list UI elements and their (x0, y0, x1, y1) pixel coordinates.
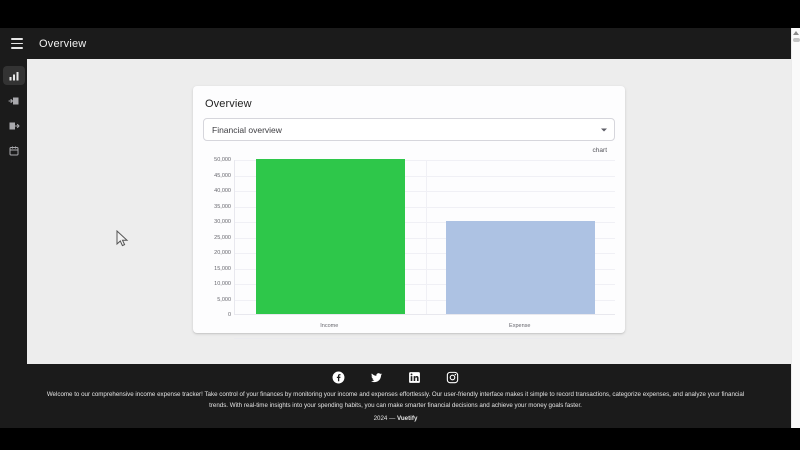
y-tick-label: 40,000 (214, 188, 231, 194)
page-title: Overview (39, 37, 87, 50)
app-bar: Overview (0, 28, 791, 59)
grid-line (235, 222, 615, 223)
grid-line-vertical (425, 160, 427, 314)
overview-card: Overview Financial overview chart 0 5,000… (193, 86, 625, 339)
copyright-year: 2024 — (373, 415, 397, 422)
chart-bar[interactable] (446, 221, 596, 314)
sidebar-item-transactions[interactable] (3, 141, 25, 160)
grid-line (235, 253, 615, 254)
y-tick-label: 20,000 (214, 250, 231, 256)
scroll-up-arrow[interactable] (793, 31, 799, 35)
chart-container: chart 0 5,000 10,000 15,000 20,000 25,000 30,0… (203, 147, 615, 339)
page-scrollbar[interactable] (791, 28, 800, 428)
sidebar-rail (0, 59, 27, 428)
grid-line (235, 299, 615, 301)
x-tick-label: Income (320, 323, 339, 329)
y-tick-label: 45,000 (214, 172, 231, 179)
scrollbar-thumb[interactable] (793, 38, 800, 42)
y-tick-label: 25,000 (214, 234, 231, 241)
grid-line (235, 160, 615, 161)
y-tick-label: 30,000 (214, 219, 231, 225)
financial-overview-select[interactable]: Financial overview (203, 118, 615, 141)
grid-line (235, 191, 615, 192)
grid-line (235, 175, 615, 177)
y-tick-label: 50,000 (214, 157, 231, 163)
grid-line (235, 284, 615, 285)
chevron-down-icon[interactable] (601, 128, 607, 131)
y-tick-label: 0 (227, 312, 231, 318)
footer-description: Welcome to our comprehensive income expe… (46, 391, 745, 410)
chart-title: chart (592, 147, 607, 154)
social-links (24, 371, 767, 384)
chart-y-axis: 0 5,000 10,000 15,000 20,000 25,000 30,000 35,0… (203, 157, 233, 318)
sidebar-item-expense[interactable] (3, 116, 25, 135)
y-tick-label: 5,000 (217, 296, 231, 303)
chart-x-axis: Income Expense (234, 317, 615, 339)
facebook-icon[interactable] (332, 371, 345, 384)
export-arrow-icon (8, 120, 20, 132)
import-arrow-icon (7, 95, 20, 107)
grid-line (235, 237, 615, 239)
footer: Welcome to our comprehensive income expe… (0, 364, 791, 428)
y-tick-label: 10,000 (214, 281, 231, 287)
calendar-icon (8, 145, 20, 157)
footer-copyright: 2024 — Vuetify (24, 415, 767, 422)
y-tick-label: 35,000 (214, 203, 231, 210)
bar-chart-icon (8, 70, 20, 82)
copyright-brand: Vuetify (396, 415, 418, 422)
chart-grid (234, 159, 615, 315)
linkedin-icon[interactable] (408, 371, 421, 384)
x-tick-label: Expense (509, 323, 531, 329)
instagram-icon[interactable] (446, 371, 459, 384)
sidebar-item-dashboard[interactable] (2, 66, 25, 85)
select-value: Financial overview (212, 124, 282, 135)
browser-viewport: Overview (0, 28, 800, 428)
twitter-icon[interactable] (370, 371, 383, 384)
grid-line (235, 206, 615, 208)
card-title: Overview (205, 98, 252, 110)
grid-line (235, 268, 615, 270)
y-tick-label: 15,000 (214, 265, 231, 272)
chart-bar[interactable] (255, 159, 405, 314)
sidebar-item-income[interactable] (3, 91, 25, 110)
hamburger-icon[interactable] (7, 34, 27, 54)
chart-plot: 0 5,000 10,000 15,000 20,000 25,000 30,000 35,0… (203, 157, 615, 339)
